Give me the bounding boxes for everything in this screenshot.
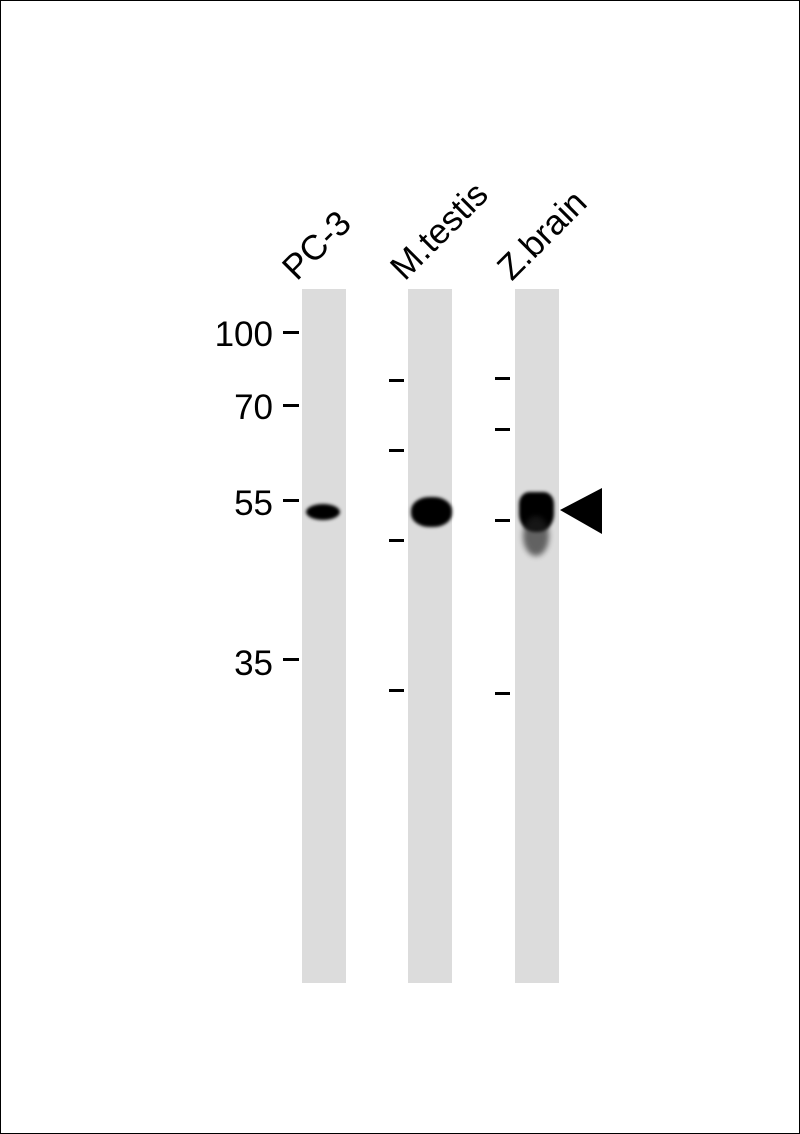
marker-tick — [389, 689, 404, 692]
marker-tick — [283, 331, 299, 334]
marker-tick — [283, 658, 299, 661]
marker-tick — [495, 519, 510, 522]
lane-m-testis — [408, 289, 452, 983]
marker-label-35: 35 — [234, 644, 273, 683]
band-pc3 — [306, 504, 340, 520]
band-m-testis — [411, 497, 452, 527]
arrow-left-icon — [560, 488, 602, 534]
marker-tick — [495, 377, 510, 380]
lane-label-m-testis: M.testis — [382, 174, 496, 288]
marker-tick — [283, 404, 299, 407]
marker-tick — [389, 539, 404, 542]
marker-tick — [389, 449, 404, 452]
marker-label-55: 55 — [234, 484, 273, 523]
lane-z-brain — [515, 289, 559, 983]
marker-tick — [283, 499, 299, 502]
lane-label-z-brain: Z.brain — [489, 182, 595, 288]
marker-tick — [389, 379, 404, 382]
marker-label-100: 100 — [214, 315, 273, 354]
marker-label-70: 70 — [234, 388, 273, 427]
band-z-brain-smear — [523, 516, 549, 556]
marker-tick — [495, 692, 510, 695]
lane-pc3 — [302, 289, 346, 983]
marker-tick — [495, 428, 510, 431]
lane-label-pc3: PC-3 — [274, 203, 359, 288]
